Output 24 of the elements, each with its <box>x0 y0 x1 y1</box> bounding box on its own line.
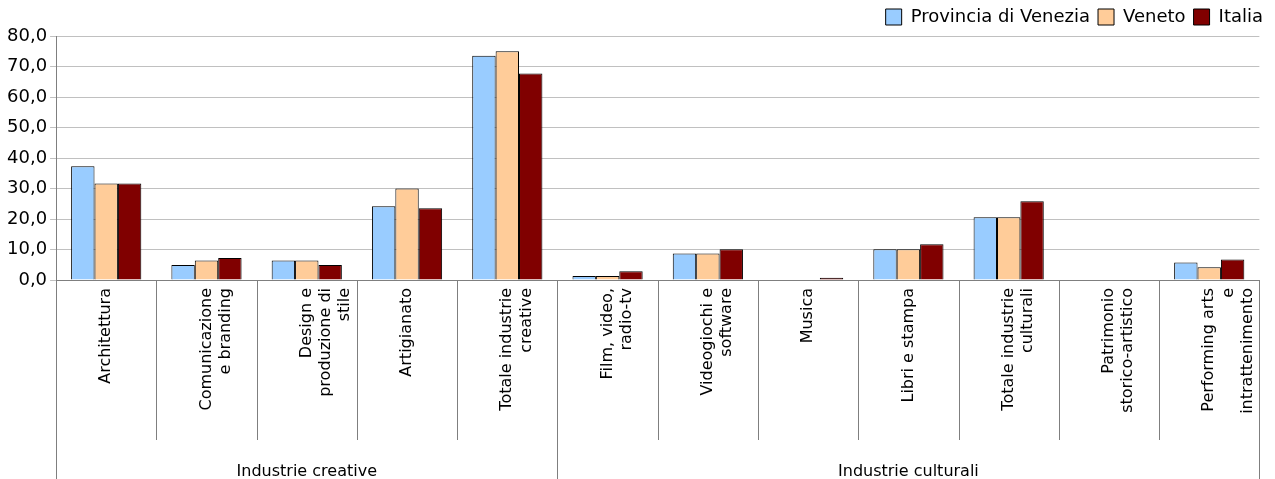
y-tick-label: 50,0 <box>7 115 48 137</box>
y-tick-label: 10,0 <box>7 237 48 259</box>
x-tick-label: Libri e stampa <box>897 288 917 403</box>
x-tick-label: Film, video, radio-tv <box>596 288 635 380</box>
y-tick-label: 60,0 <box>7 84 48 106</box>
text: Industrie creative <box>236 461 377 479</box>
y-tick-label: 20,0 <box>7 206 48 228</box>
y-tick-label: 70,0 <box>7 54 48 76</box>
y-tick-label: 30,0 <box>7 176 48 198</box>
x-tick-label: Artigianato <box>396 288 416 377</box>
y-tick-label: 80,0 <box>7 23 48 45</box>
text: Industrie culturali <box>838 461 979 479</box>
x-tick-label: Totale industrie culturali <box>997 288 1037 412</box>
x-tick-label: Architettura <box>95 288 115 384</box>
y-tick-label: 40,0 <box>7 145 48 167</box>
x-tick-label: Comunicazione e branding <box>195 288 234 411</box>
x-tick-label: Design e produzione di stile <box>295 288 354 397</box>
legend-label: Italia <box>1218 4 1264 26</box>
x-tick-label: Musica <box>797 288 817 344</box>
y-tick-label: 0,0 <box>18 267 48 289</box>
x-tick-label: Videogiochi e software <box>697 288 736 396</box>
legend-label: Veneto <box>1123 4 1186 26</box>
legend-label: Provincia di Venezia <box>910 4 1091 26</box>
x-tick-label: Totale industrie creative <box>496 288 535 412</box>
